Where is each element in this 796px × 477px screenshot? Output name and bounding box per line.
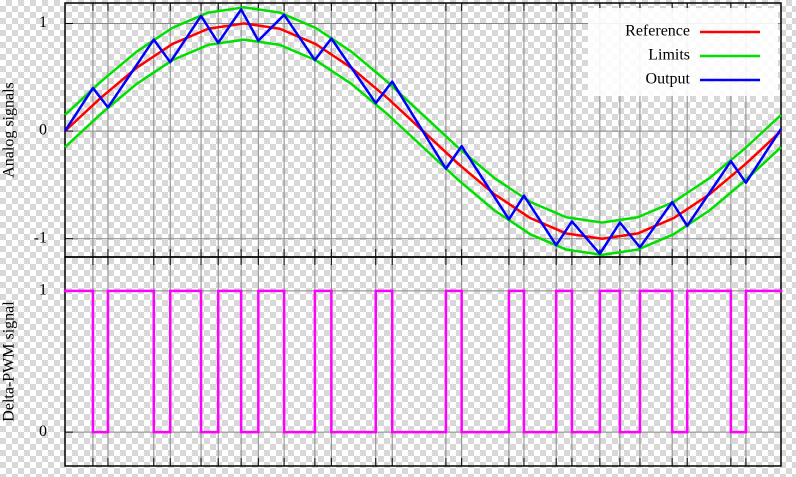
lower-limit-line [64,38,782,257]
y-tick-label: 0 [39,423,47,440]
y-axis-label: Delta-PWM signal [1,301,18,422]
series-line [63,8,783,256]
y-tick-label: -1 [34,229,47,246]
y-tick-label: 1 [39,14,47,31]
y-tick-label: 0 [39,122,47,139]
y-axis-label: Analog signals [1,82,18,178]
legend-label: Reference [625,23,690,40]
legend-box [588,8,778,96]
plot-frame [64,256,782,467]
legend-label: Output [646,71,691,88]
y-tick-label: 1 [39,282,47,299]
upper-limit-line [64,6,782,224]
legend-label: Limits [648,47,690,64]
